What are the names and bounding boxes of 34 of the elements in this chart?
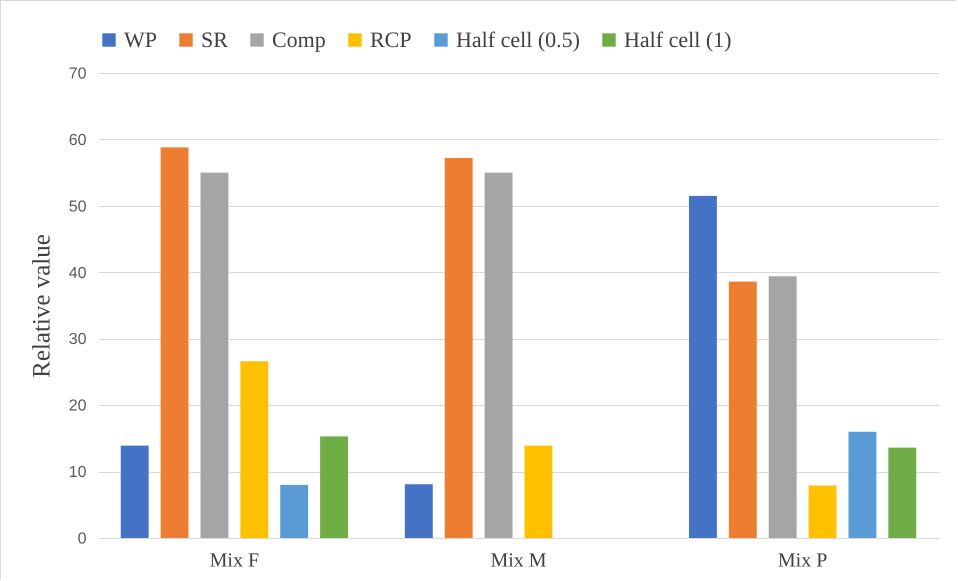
x-tick-label: Mix P (778, 550, 828, 572)
bar (728, 282, 757, 538)
legend-label: RCP (370, 27, 412, 52)
y-tick-label: 70 (68, 66, 87, 82)
y-tick-label: 20 (68, 398, 87, 415)
bar (120, 446, 149, 538)
y-tick-label: 0 (78, 530, 87, 548)
x-tick-label: Mix F (210, 550, 260, 572)
bar (404, 484, 433, 538)
y-tick-label: 60 (68, 132, 87, 149)
x-tick-label: Mix M (490, 550, 547, 572)
bar (484, 172, 513, 538)
bar (200, 172, 228, 538)
legend-label: Half cell (1) (624, 27, 732, 52)
legend-label: Comp (272, 27, 326, 52)
bar (688, 196, 717, 538)
bar (768, 276, 797, 538)
legend-label: SR (201, 27, 228, 52)
bar (888, 448, 916, 538)
y-tick-label: 30 (68, 331, 87, 348)
y-tick-label: 40 (68, 264, 87, 282)
bar (280, 484, 308, 538)
bar (848, 432, 876, 538)
bar (240, 361, 268, 538)
bar (444, 158, 473, 538)
y-axis-title: Relative value (28, 234, 56, 378)
bar (160, 147, 189, 538)
bar (808, 486, 837, 538)
y-tick-label: 10 (68, 464, 87, 482)
y-tick-label: 50 (68, 198, 87, 216)
bar (320, 436, 348, 538)
bar (524, 446, 552, 538)
legend-label: Half cell (0.5) (456, 27, 580, 52)
legend-label: WP (124, 27, 157, 52)
